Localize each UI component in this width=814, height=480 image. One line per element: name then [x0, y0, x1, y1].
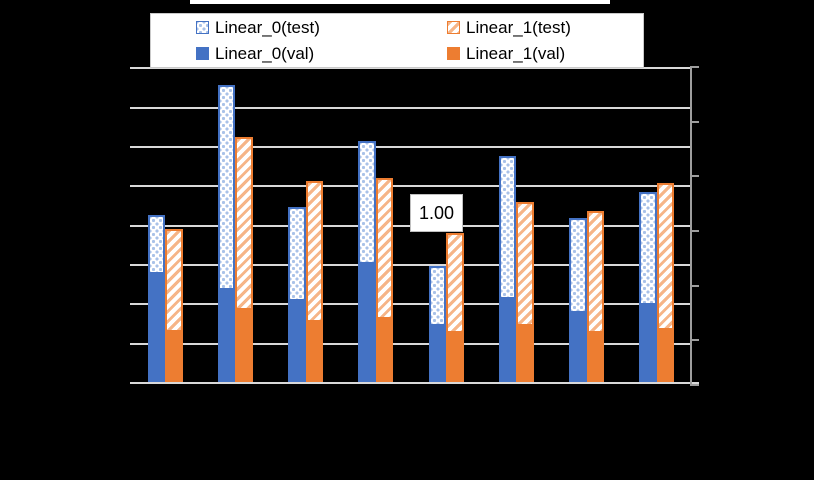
secondary-axis-tick — [690, 120, 699, 123]
gridline — [130, 185, 692, 188]
bar-Linear_0-val--group4 — [358, 261, 376, 382]
legend-item-linear1-val: Linear_1(val) — [447, 45, 643, 62]
x-axis-line — [130, 382, 699, 384]
legend: Linear_0(test) Linear_1(test) Linear_0(v… — [150, 13, 644, 68]
bar-Linear_1-val--group6 — [516, 324, 534, 382]
bar-Linear_1-val--group8 — [656, 328, 675, 382]
legend-item-linear1-test: Linear_1(test) — [447, 19, 643, 36]
legend-swatch-linear0-val-icon — [196, 47, 209, 61]
legend-swatch-linear1-val-icon — [447, 47, 460, 61]
secondary-axis-tick — [690, 66, 699, 68]
bar-Linear_0-val--group6 — [498, 297, 517, 382]
bar-Linear_0-val--group1 — [147, 271, 166, 382]
legend-swatch-linear1-test-icon — [447, 20, 460, 34]
legend-item-linear0-test: Linear_0(test) — [196, 19, 447, 36]
legend-label-linear1-test: Linear_1(test) — [466, 17, 571, 37]
legend-swatch-linear0-test-icon — [196, 20, 209, 34]
secondary-axis-tick — [690, 284, 699, 287]
legend-label-linear0-val: Linear_0(val) — [215, 44, 315, 64]
bar-Linear_1-val--group5 — [446, 331, 464, 382]
secondary-axis-tick — [690, 384, 699, 386]
bar-Linear_1-val--group2 — [235, 307, 253, 382]
secondary-axis-tick — [690, 230, 699, 232]
gridline — [130, 145, 692, 148]
data-label: 1.00 — [410, 194, 463, 232]
bar-Linear_0-val--group5 — [428, 324, 447, 382]
secondary-axis-tick — [690, 339, 699, 342]
gridline — [130, 106, 692, 109]
bar-Linear_1-val--group4 — [375, 316, 394, 382]
bar-Linear_1-val--group1 — [165, 329, 183, 382]
bar-Linear_0-val--group2 — [217, 288, 236, 382]
legend-item-linear0-val: Linear_0(val) — [196, 45, 447, 62]
secondary-y-axis-line — [690, 66, 692, 384]
gridline — [130, 67, 692, 70]
bar-Linear_1-val--group7 — [586, 331, 605, 382]
bar-Linear_0-val--group7 — [569, 310, 587, 382]
secondary-axis-tick — [690, 175, 699, 178]
legend-label-linear0-test: Linear_0(test) — [215, 17, 320, 37]
legend-label-linear1-val: Linear_1(val) — [466, 44, 566, 64]
gridline — [130, 303, 692, 306]
bar-Linear_1-val--group3 — [305, 319, 324, 382]
gridline — [130, 263, 692, 266]
bar-Linear_0-val--group8 — [639, 303, 657, 382]
bar-Linear_0-val--group3 — [288, 298, 306, 382]
clipped-top-box — [190, 0, 610, 4]
gridline — [130, 342, 692, 345]
